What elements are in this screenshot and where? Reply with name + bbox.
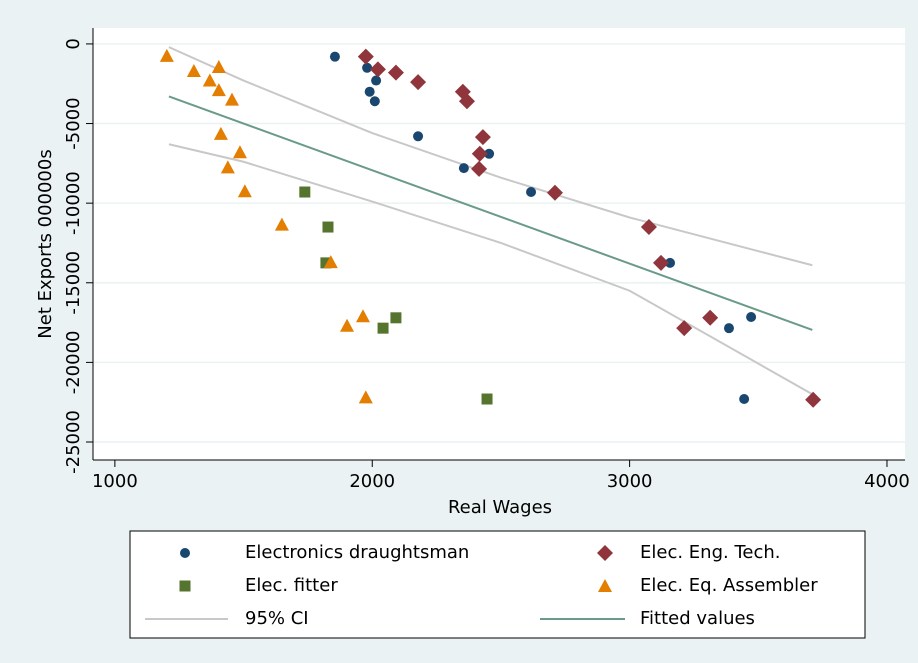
point: [224, 92, 239, 106]
point: [410, 74, 427, 91]
point: [159, 48, 174, 62]
fitted-line: [168, 95, 813, 331]
x-tick-label: 1000: [92, 471, 138, 492]
point: [471, 145, 488, 162]
point: [299, 186, 311, 198]
point: [202, 73, 217, 87]
point: [211, 83, 226, 97]
point: [526, 187, 537, 198]
y-tick-label: -15000: [63, 251, 84, 315]
legend-label: Elec. Eq. Assembler: [640, 575, 818, 596]
point: [413, 131, 424, 142]
legend-box: [129, 530, 866, 639]
point: [357, 48, 374, 65]
point: [237, 184, 252, 198]
point: [676, 320, 693, 337]
point: [723, 323, 734, 334]
legend-label: Elec. fitter: [245, 575, 338, 596]
point: [274, 217, 289, 231]
point: [369, 61, 386, 78]
point: [232, 145, 247, 159]
point: [355, 309, 370, 323]
point: [746, 312, 757, 323]
point: [481, 393, 493, 405]
point: [458, 163, 469, 174]
point: [471, 160, 488, 177]
point: [362, 62, 373, 73]
point: [340, 318, 355, 332]
point: [179, 580, 191, 592]
legend-label: Elec. Eng. Tech.: [640, 542, 780, 563]
point: [640, 219, 657, 236]
point: [377, 322, 389, 334]
point: [358, 390, 373, 404]
point: [387, 64, 404, 81]
x-tick-label: 4000: [864, 471, 910, 492]
legend-label: Fitted values: [640, 608, 755, 629]
ci-upper: [168, 46, 813, 267]
point: [546, 184, 563, 201]
point: [371, 75, 382, 86]
point: [180, 548, 190, 558]
y-tick-label: -25000: [63, 410, 84, 474]
point: [805, 391, 822, 408]
x-tick-label: 2000: [349, 471, 395, 492]
point: [369, 96, 380, 107]
y-tick-label: -10000: [63, 171, 84, 235]
legend-label: Electronics draughtsman: [245, 542, 469, 563]
point: [320, 257, 332, 269]
point: [220, 160, 235, 174]
point: [364, 86, 375, 97]
point: [474, 129, 491, 146]
y-tick-label: 0: [63, 38, 84, 49]
point: [458, 93, 475, 110]
y-axis-title: Net Exports 000000s: [35, 149, 56, 338]
y-tick-label: -20000: [63, 331, 84, 395]
point: [213, 126, 228, 140]
point: [390, 312, 402, 324]
point: [484, 148, 495, 159]
point: [597, 545, 613, 561]
point: [322, 221, 334, 233]
ci-lower: [168, 143, 813, 396]
point: [598, 579, 612, 592]
x-tick-label: 3000: [607, 471, 653, 492]
point: [186, 63, 201, 77]
y-tick-label: -5000: [63, 97, 84, 149]
point: [739, 394, 750, 405]
point: [329, 51, 340, 62]
point: [665, 257, 676, 268]
point: [702, 309, 719, 326]
point: [653, 254, 670, 271]
x-axis-title: Real Wages: [448, 497, 552, 518]
legend-label: 95% CI: [245, 608, 309, 629]
point: [211, 60, 226, 74]
point: [323, 255, 338, 269]
